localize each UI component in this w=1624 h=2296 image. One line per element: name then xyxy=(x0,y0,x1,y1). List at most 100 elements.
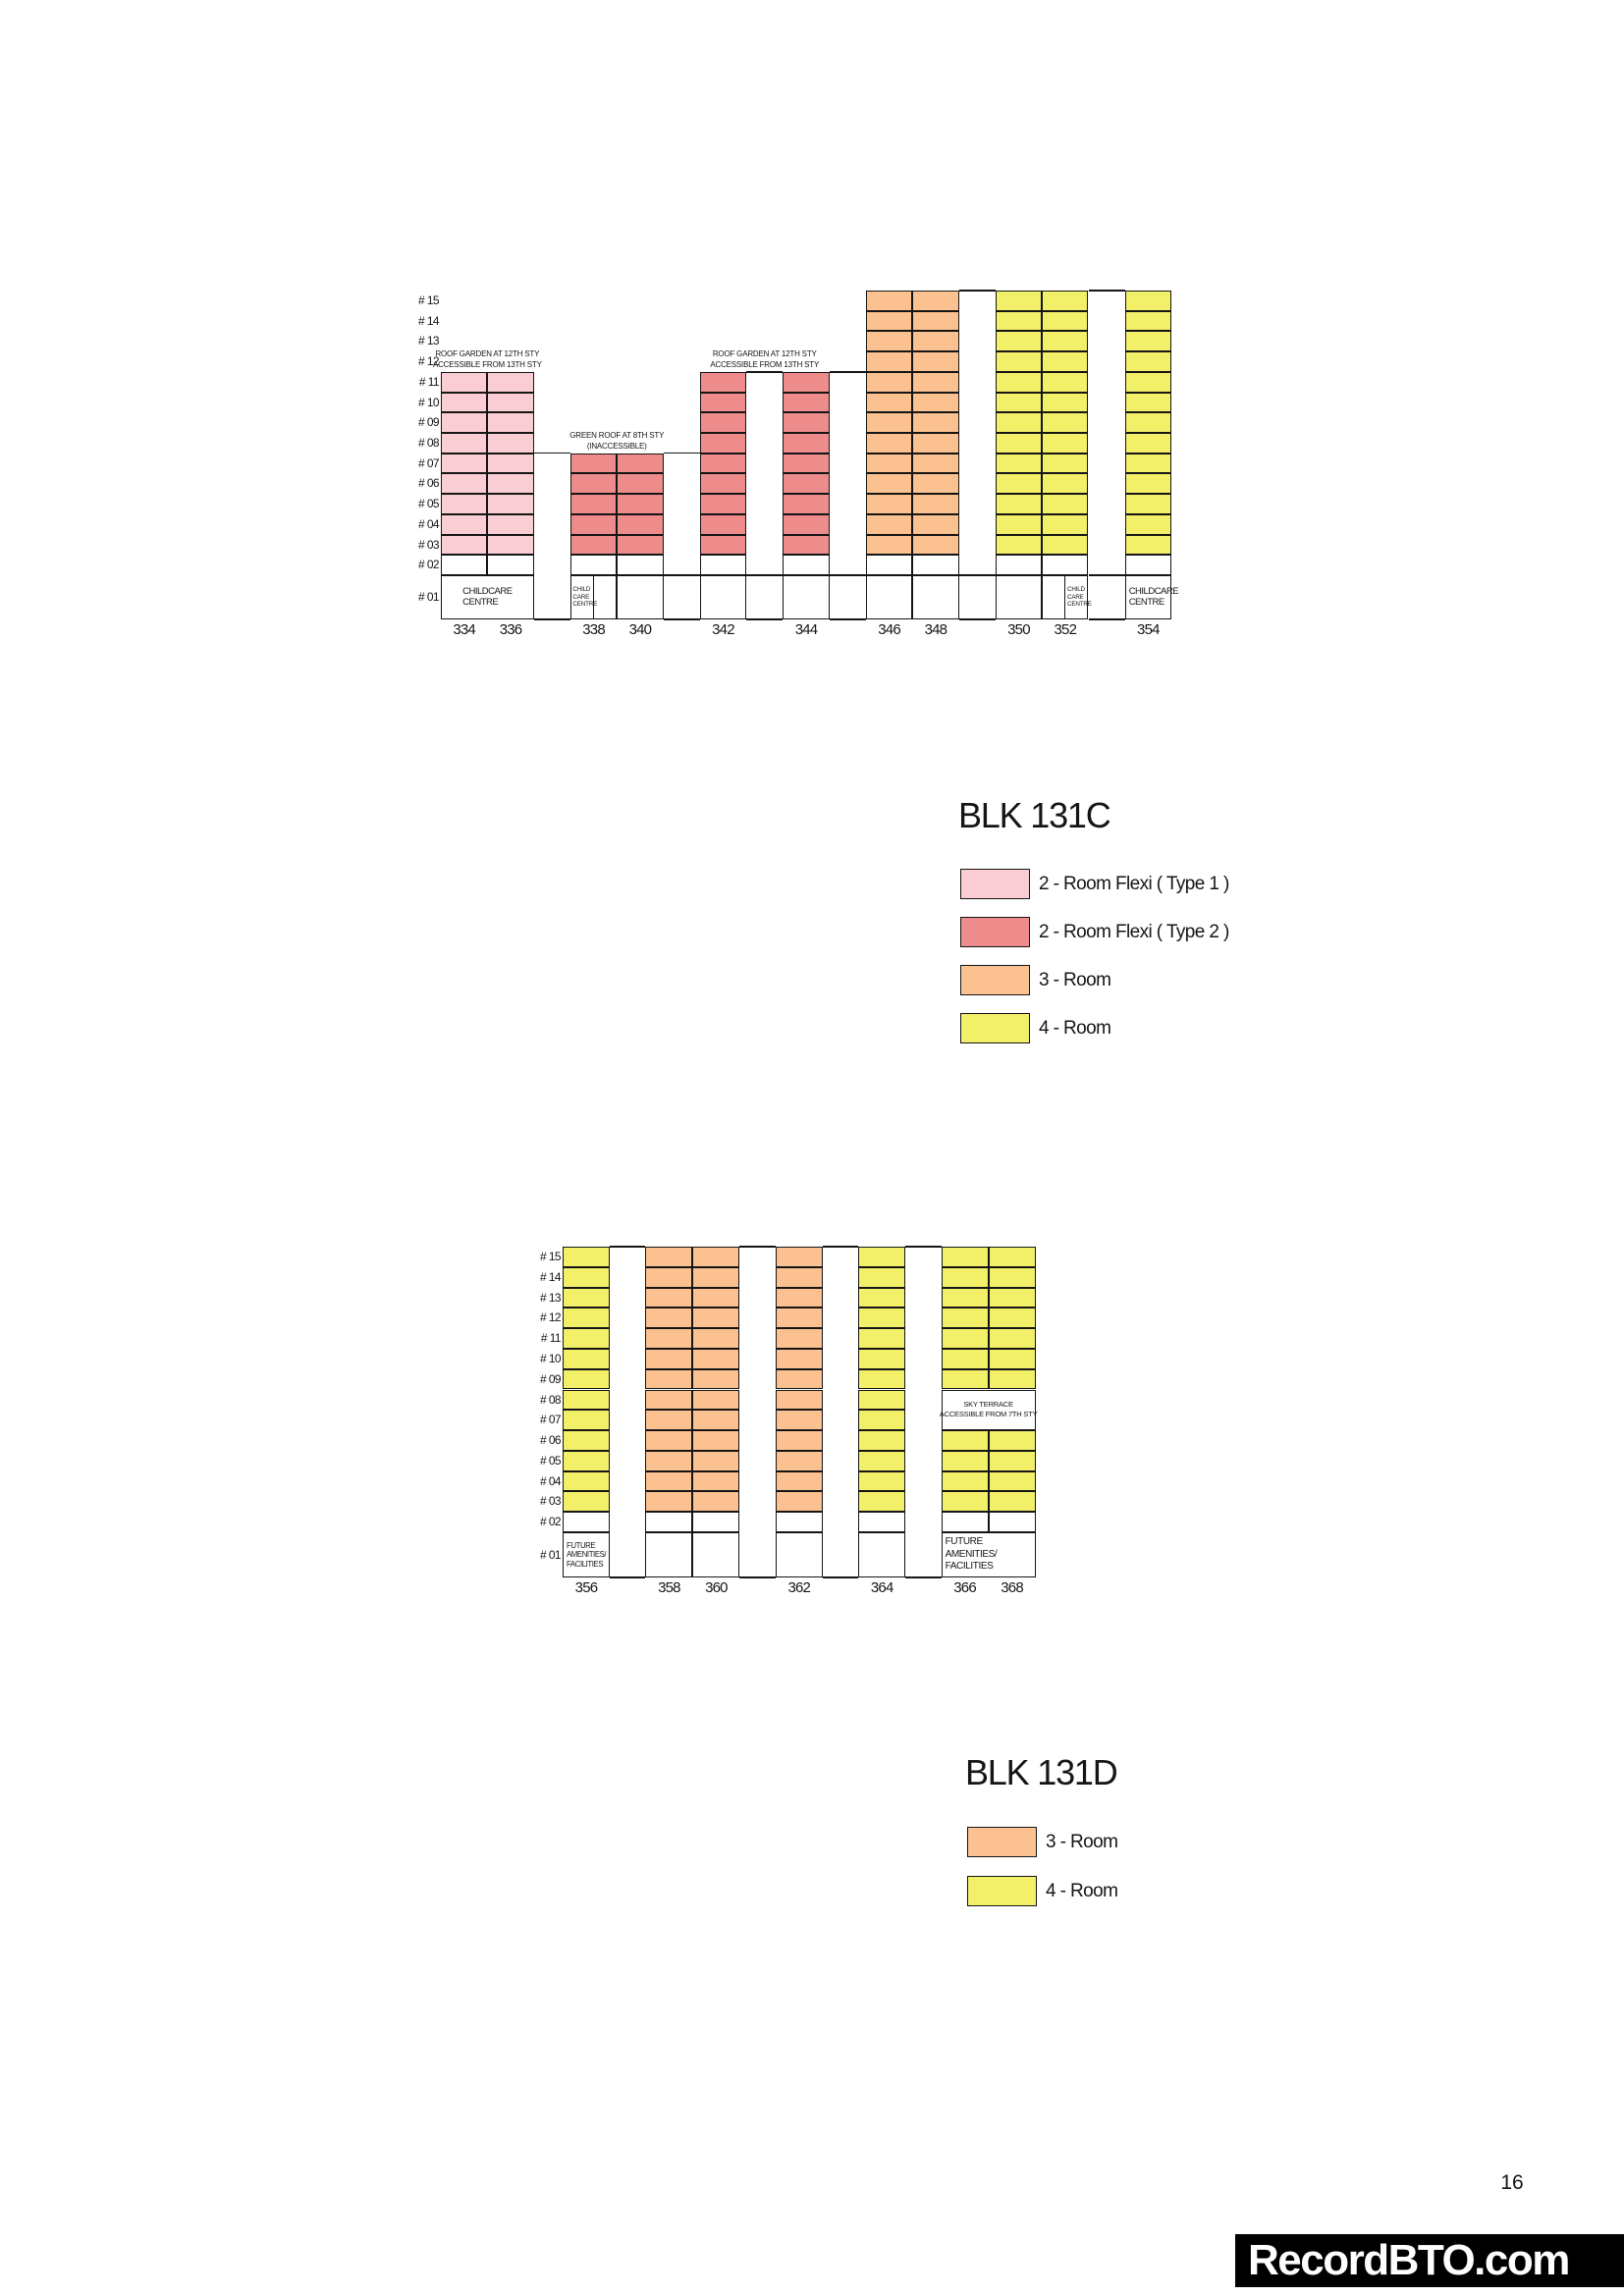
stack-352-floor-15-cell xyxy=(1042,291,1089,311)
first-storey-line-segment xyxy=(958,574,996,576)
first-storey-line-segment xyxy=(1088,574,1125,576)
stack-356-floor-04-cell xyxy=(563,1470,610,1492)
floor-label-15: # 15 xyxy=(540,1250,562,1263)
ground-floor-352-cell: CHILD CARE CENTRE xyxy=(1042,574,1092,619)
stack-358-floor-11-cell xyxy=(645,1328,693,1349)
stack-336-floor-02-cell xyxy=(487,555,534,575)
stack-338-floor-06-cell xyxy=(569,473,618,495)
stack-368-floor-14-cell xyxy=(988,1266,1036,1288)
stack-342-floor-07-cell xyxy=(699,453,747,474)
stack-362-floor-14-cell xyxy=(775,1266,823,1288)
stack-350-floor-14-cell xyxy=(995,310,1043,332)
stack-350-floor-08-cell xyxy=(995,432,1043,454)
stack-334-floor-10-cell xyxy=(441,392,488,413)
stack-340-floor-06-cell xyxy=(617,473,664,495)
stack-368-floor-06-cell xyxy=(988,1430,1036,1451)
stack-358-floor-13-cell xyxy=(645,1287,693,1308)
ground-floor-334-336-cell: CHILDCARE CENTRE xyxy=(441,574,534,619)
stack-340-floor-03-cell xyxy=(617,534,664,556)
stack-348-floor-08-cell xyxy=(912,432,959,454)
stack-number-362: 362 xyxy=(787,1579,811,1596)
stack-366-floor-13-cell xyxy=(941,1287,989,1308)
stack-number-364: 364 xyxy=(870,1579,893,1596)
stack-362-floor-12-cell xyxy=(775,1308,823,1329)
stack-368-floor-10-cell xyxy=(988,1348,1036,1369)
stack-number-358: 358 xyxy=(658,1579,680,1596)
roofline-segment xyxy=(822,1246,859,1248)
stack-346-floor-06-cell xyxy=(865,473,913,495)
watermark-banner: RecordBTO.com xyxy=(1235,2234,1624,2287)
ground-unit-text: CHILDCARE CENTRE xyxy=(462,585,513,609)
stack-352-floor-10-cell xyxy=(1042,392,1089,413)
stack-348-floor-12-cell xyxy=(912,351,959,372)
stack-334-floor-09-cell xyxy=(441,412,488,433)
floor-label-04: # 04 xyxy=(418,516,440,531)
stack-360-floor-13-cell xyxy=(692,1287,740,1308)
stack-344-floor-11-cell xyxy=(783,371,830,393)
stack-346-floor-05-cell xyxy=(865,494,913,514)
stack-362-floor-06-cell xyxy=(775,1430,823,1451)
ground-line-segment xyxy=(663,618,700,620)
floor-label-05: # 05 xyxy=(418,497,440,511)
stack-356-floor-14-cell xyxy=(563,1266,610,1288)
stack-336-floor-09-cell xyxy=(487,412,534,433)
stack-354-floor-03-cell xyxy=(1124,534,1172,556)
stack-358-floor-12-cell xyxy=(645,1308,693,1329)
stack-352-floor-07-cell xyxy=(1042,453,1089,474)
stack-356-floor-02-cell xyxy=(563,1512,610,1532)
roofline-segment xyxy=(739,1246,776,1248)
stack-352-floor-02-cell xyxy=(1042,555,1089,575)
stack-346-floor-08-cell xyxy=(865,432,913,454)
stack-366-floor-12-cell xyxy=(941,1308,989,1329)
floor-label-03: # 03 xyxy=(540,1494,562,1509)
stack-356-floor-08-cell xyxy=(563,1389,610,1411)
stack-342-floor-06-cell xyxy=(699,473,747,495)
stack-352-floor-13-cell xyxy=(1042,331,1089,352)
stack-348-floor-02-cell xyxy=(912,555,959,575)
stack-354-floor-04-cell xyxy=(1124,513,1172,535)
stack-364-floor-09-cell xyxy=(858,1368,906,1390)
stack-342-floor-10-cell xyxy=(699,392,747,413)
stack-366-floor-02-cell xyxy=(941,1512,989,1532)
stack-352-floor-05-cell xyxy=(1042,494,1089,514)
ground-unit-label: CHILDCARE CENTRE xyxy=(442,576,533,618)
stack-346-floor-10-cell xyxy=(865,392,913,413)
stack-362-floor-02-cell xyxy=(775,1512,823,1532)
stack-360-floor-03-cell xyxy=(692,1491,740,1513)
sky-terrace-box: SKY TERRACE ACCESSIBLE FROM 7TH STY xyxy=(940,1389,1038,1431)
childcare-centre-box: CHILD CARE CENTRE xyxy=(571,575,598,618)
ground-line-segment xyxy=(533,618,570,620)
stack-366-floor-15-cell xyxy=(941,1247,989,1267)
stack-356-floor-15-cell xyxy=(563,1247,610,1267)
stack-360-floor-09-cell xyxy=(692,1368,740,1390)
stack-354-floor-12-cell xyxy=(1124,351,1172,372)
stack-342-floor-02-cell xyxy=(699,555,747,575)
stack-number-366: 366 xyxy=(953,1579,976,1596)
stack-350-floor-05-cell xyxy=(995,494,1043,514)
stack-364-floor-02-cell xyxy=(858,1512,906,1532)
childcare-centre-label: CHILD CARE CENTRE xyxy=(572,586,598,609)
stack-342-floor-05-cell xyxy=(699,494,747,514)
roofline-segment xyxy=(533,452,570,454)
stack-360-floor-14-cell xyxy=(692,1266,740,1288)
stack-352-floor-04-cell xyxy=(1042,513,1089,535)
stack-364-floor-04-cell xyxy=(858,1470,906,1492)
stack-362-floor-15-cell xyxy=(775,1247,823,1267)
stack-334-floor-07-cell xyxy=(441,453,488,474)
stack-344-floor-04-cell xyxy=(783,513,830,535)
legend-item-room3: 3 - Room xyxy=(960,964,1229,996)
stack-366-floor-04-cell xyxy=(941,1470,989,1492)
stack-364-floor-06-cell xyxy=(858,1430,906,1451)
stack-334-floor-04-cell xyxy=(441,513,488,535)
stack-366-floor-09-cell xyxy=(941,1368,989,1390)
stack-350-floor-15-cell xyxy=(995,291,1043,311)
stack-362-floor-07-cell xyxy=(775,1410,823,1431)
roof-annotation-2: ROOF GARDEN AT 12TH STY ACCESSIBLE FROM 1… xyxy=(710,348,820,369)
stack-364-floor-15-cell xyxy=(858,1247,906,1267)
stack-360-floor-04-cell xyxy=(692,1470,740,1492)
stack-344-floor-08-cell xyxy=(783,432,830,454)
stack-368-floor-15-cell xyxy=(988,1247,1036,1267)
stack-366-floor-06-cell xyxy=(941,1430,989,1451)
roof-annotation-1: GREEN ROOF AT 8TH STY (INACCESSIBLE) xyxy=(569,430,665,451)
